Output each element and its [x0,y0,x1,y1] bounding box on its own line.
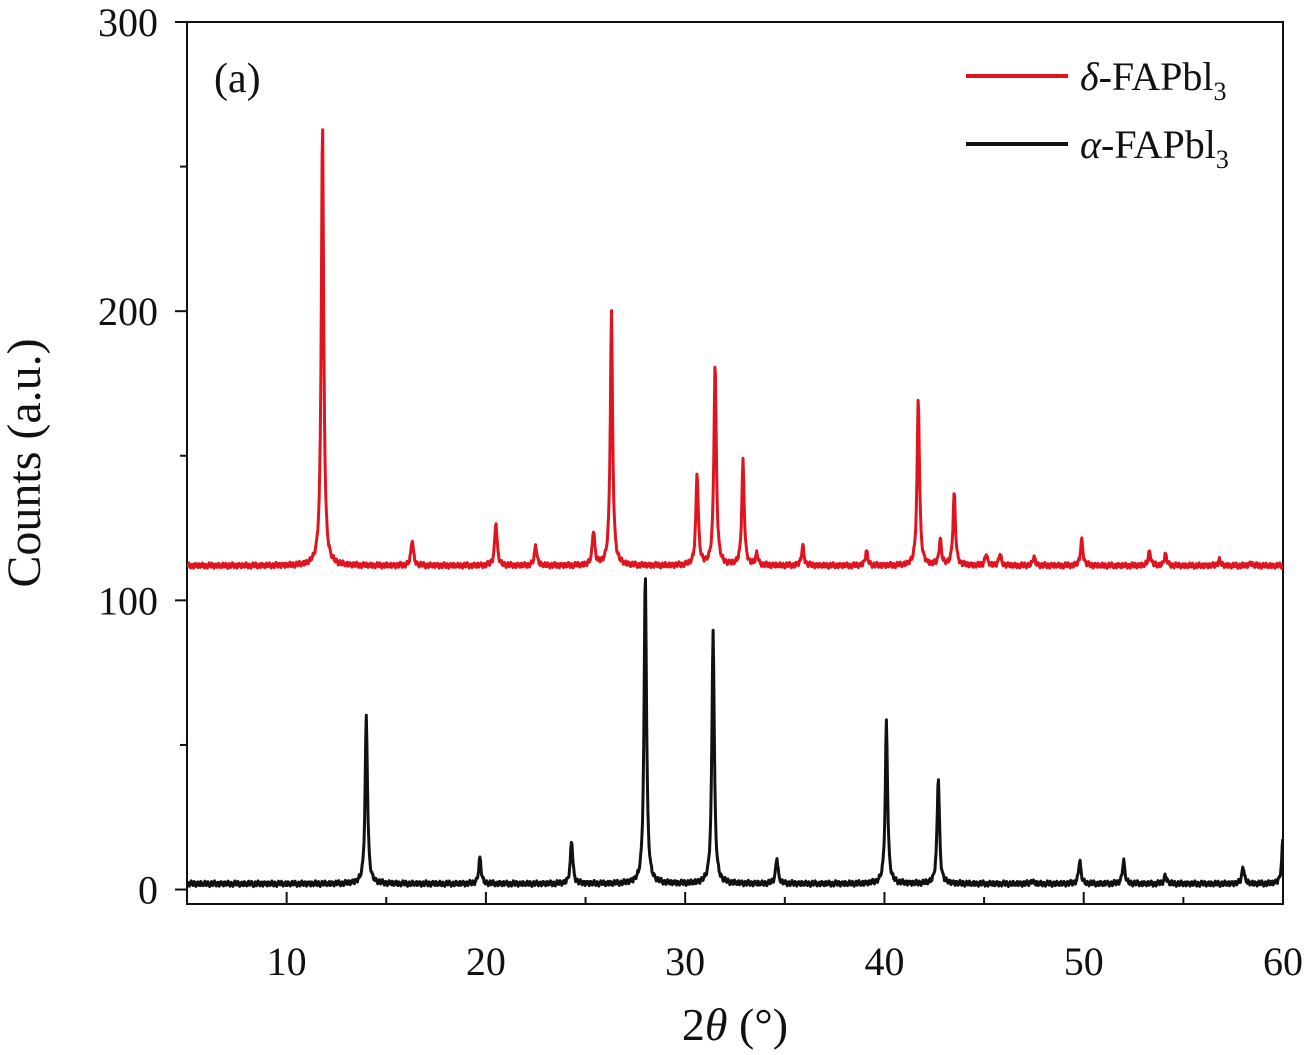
y-tick-label-100: 100 [98,578,158,623]
legend-label-1: α-FAPbl3 [1080,122,1229,174]
x-tick-label-40: 40 [864,939,904,984]
plot-frame [186,21,1284,905]
x-tick-label-50: 50 [1064,939,1104,984]
legend: δ-FAPbl3 α-FAPbl3 [966,54,1229,174]
series-line-alpha [187,577,1283,889]
y-tick-label-200: 200 [98,289,158,334]
x-tick-label-60: 60 [1263,939,1303,984]
x-axis-label-prefix: 2 [682,999,705,1050]
legend-label-0: δ-FAPbl3 [1080,54,1226,106]
x-axis-label: 2θ (°) [682,999,788,1050]
series-line-delta [187,128,1283,570]
x-tick-label-30: 30 [665,939,705,984]
y-axis-label: Counts (a.u.) [0,338,51,587]
x-tick-label-10: 10 [267,939,307,984]
x-axis-label-symbol: θ [705,999,728,1050]
x-tick-label-20: 20 [466,939,506,984]
panel-label: (a) [214,56,261,102]
y-tick-label-0: 0 [138,868,158,913]
y-tick-label-300: 300 [98,0,158,45]
x-axis-label-unit: (°) [728,999,789,1050]
